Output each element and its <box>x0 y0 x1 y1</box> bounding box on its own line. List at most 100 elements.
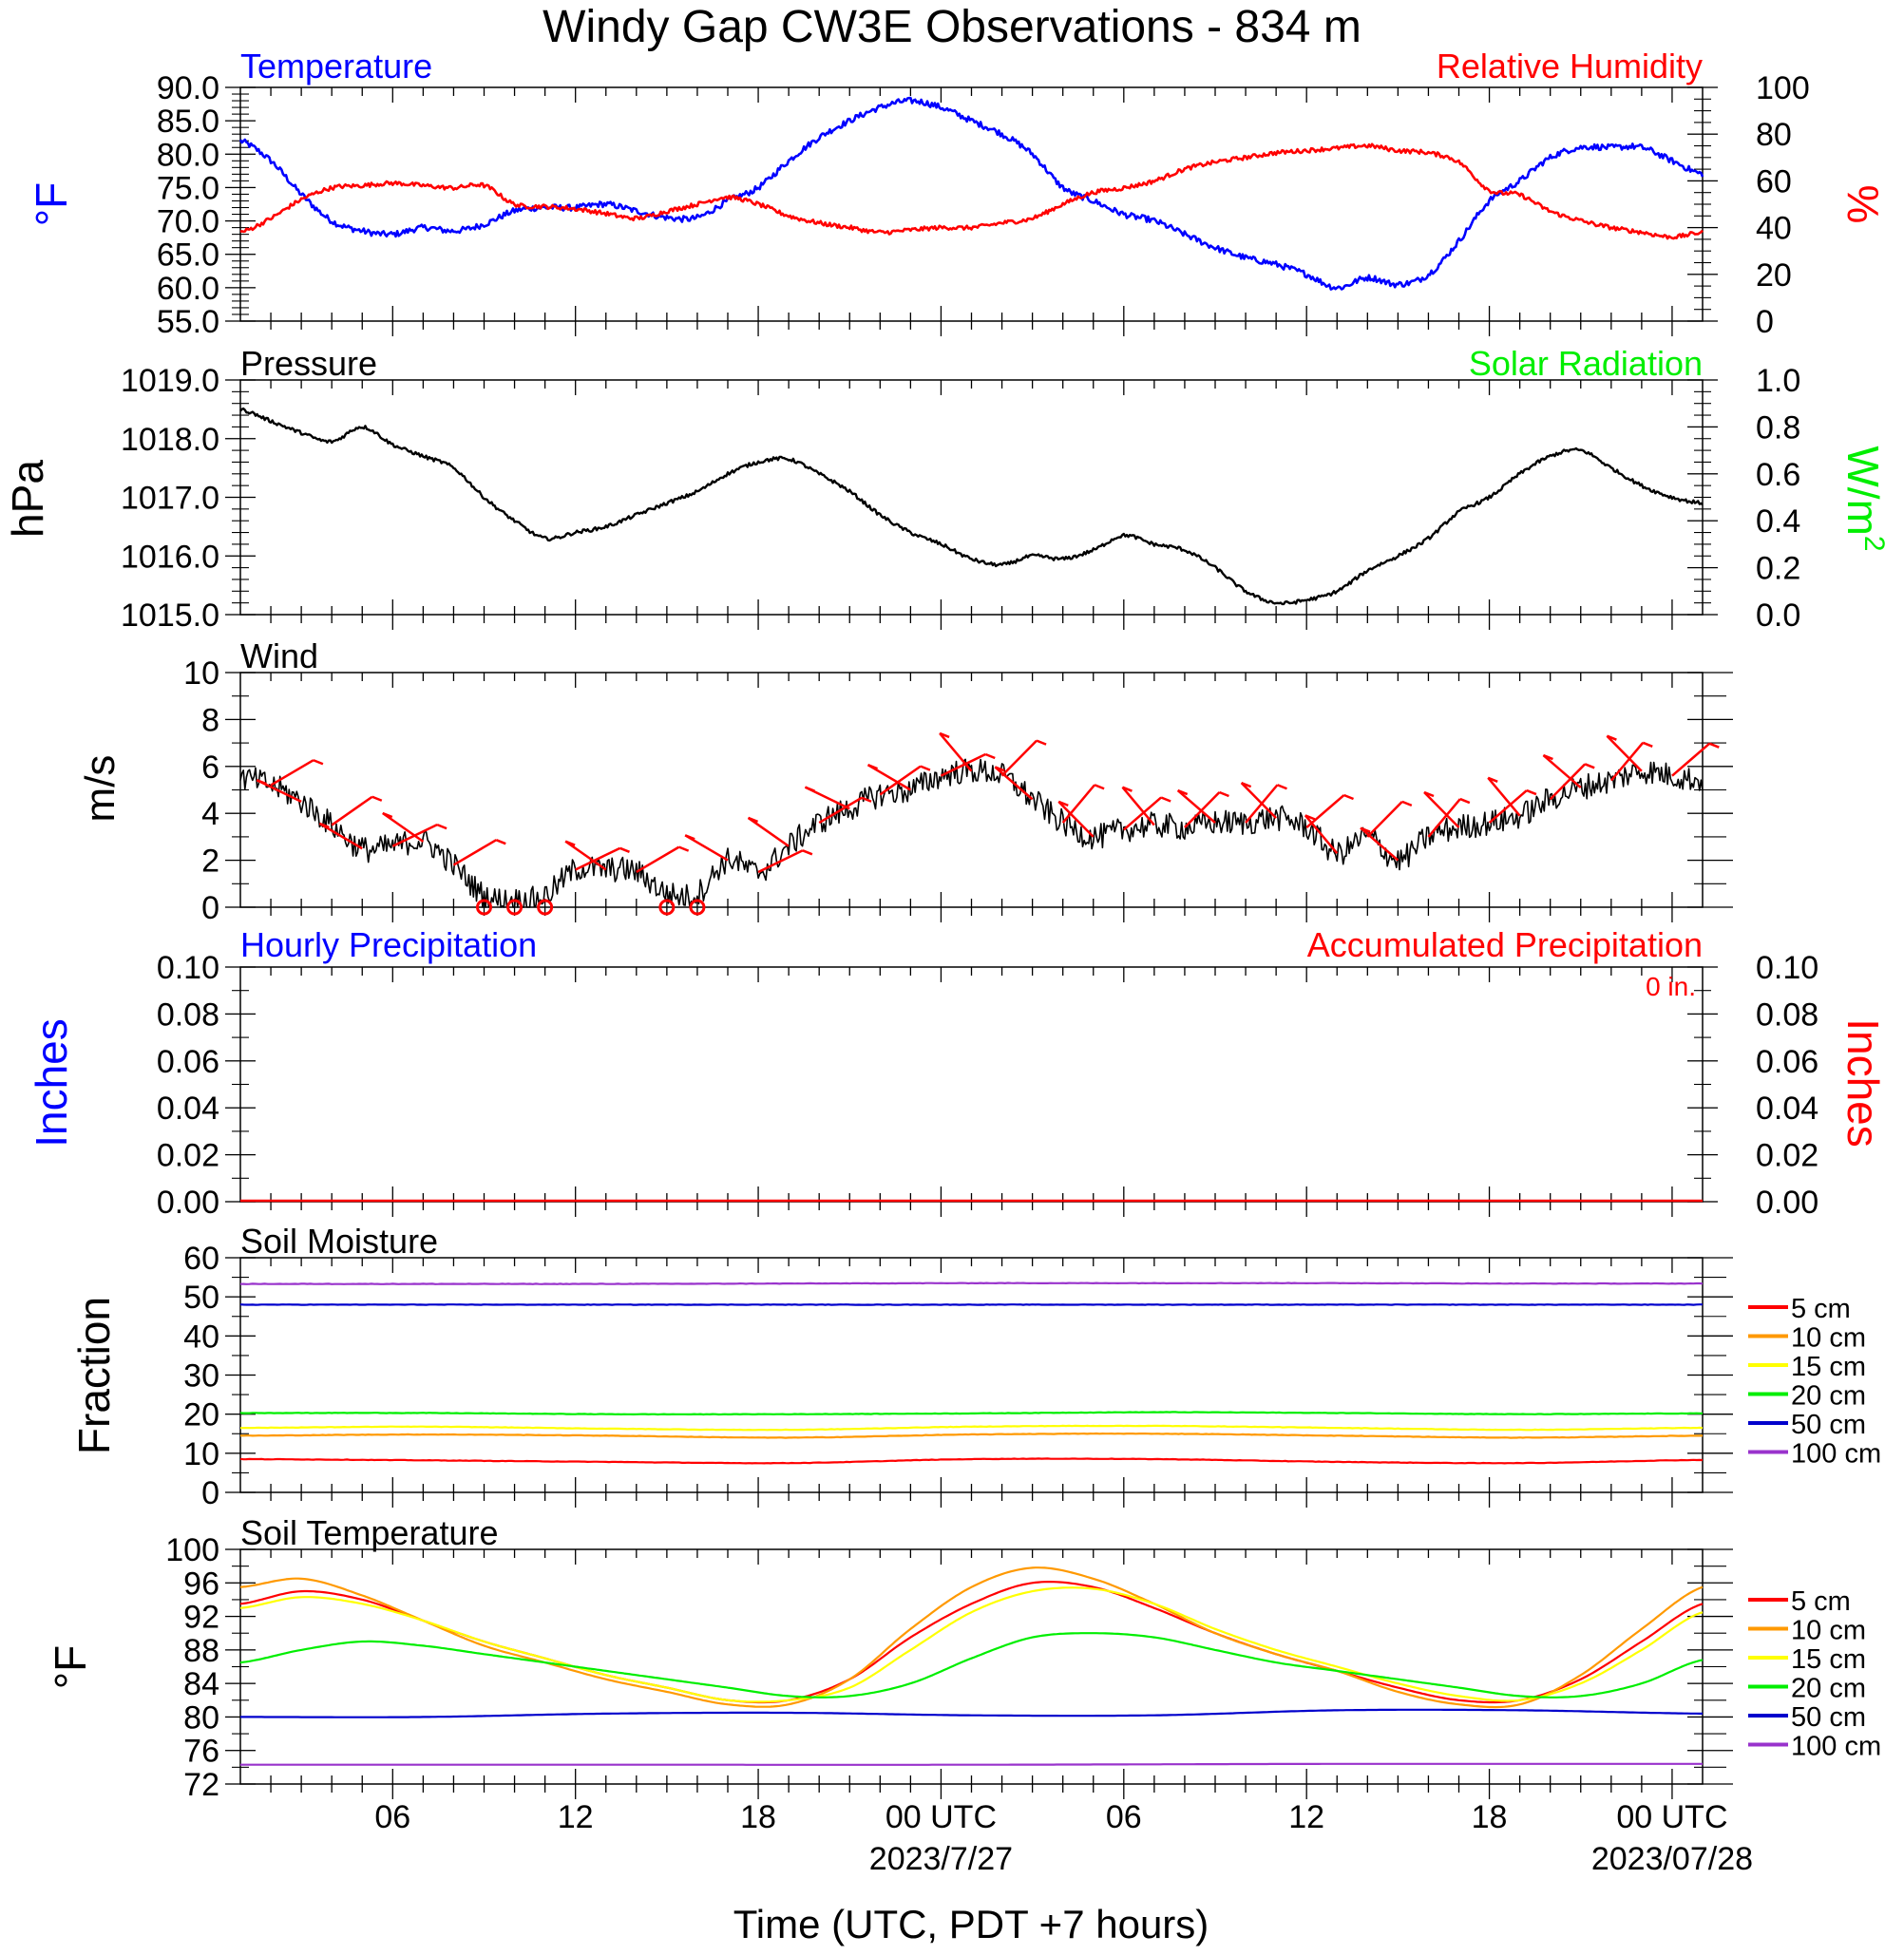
rh-axis-ytick-label: 40 <box>1756 211 1792 247</box>
wind-barb-flag <box>495 839 506 845</box>
wind-line <box>239 758 1704 908</box>
wind-barb-flag <box>1304 814 1316 821</box>
wind-barb-flag <box>313 759 324 766</box>
legend-label: 50 cm <box>1791 1410 1866 1440</box>
wind-unit: m/s <box>77 755 124 823</box>
wind-barb-flag <box>1708 742 1720 749</box>
wind-barb <box>684 834 729 862</box>
wind-barb <box>318 822 363 850</box>
wind-barb <box>757 849 804 874</box>
wind-barb <box>818 796 863 825</box>
temp-axis-ytick-label: 75.0 <box>157 170 219 206</box>
pressure-title: Pressure <box>240 344 377 383</box>
wind-barb-flag <box>1487 776 1498 783</box>
precip-axis-ytick-label: 0.02 <box>157 1138 219 1174</box>
accum-axis-ytick-label: 0.04 <box>1756 1091 1818 1127</box>
wind-barb-flag <box>678 845 690 852</box>
wind-barb <box>1366 800 1403 838</box>
pressure-axis-ytick-label: 1019.0 <box>121 363 219 399</box>
x-tick-label: 18 <box>1472 1799 1508 1835</box>
wind-barb-flag <box>1241 781 1252 788</box>
wind-barb <box>452 839 497 866</box>
wind-barb-flag <box>1121 786 1133 792</box>
wind-barb-flag <box>1584 763 1595 769</box>
precip-axis-ytick-label: 0.00 <box>157 1185 219 1221</box>
legend-label: 5 cm <box>1791 1294 1851 1324</box>
rh-axis-ytick-label: 100 <box>1756 70 1810 106</box>
wind-calm-marker <box>537 899 554 916</box>
pressure-axis-ytick-label: 1017.0 <box>121 481 219 517</box>
solar-axis-ytick-label: 0.4 <box>1756 503 1800 540</box>
wind-barb-flag <box>619 846 630 853</box>
wind-barb-flag <box>1606 734 1617 741</box>
soil-moisture-title: Soil Moisture <box>240 1222 438 1261</box>
wind-barb-flag <box>1094 784 1105 790</box>
accum-axis-ytick-label: 0.00 <box>1756 1185 1818 1221</box>
pressure-line <box>239 407 1704 606</box>
wind-barb-flag <box>984 752 996 760</box>
x-tick-label: 00 UTC <box>1616 1799 1727 1835</box>
precip-panel-frame <box>239 966 1704 1203</box>
wind-barb-flag <box>1160 796 1171 803</box>
wind-barb-flag <box>371 795 383 802</box>
wind-barb <box>575 846 621 871</box>
pressure-axis-ytick-label: 1016.0 <box>121 539 219 575</box>
wind-barb <box>1240 782 1278 820</box>
soiltemp-axis-ytick-label: 100 <box>165 1532 219 1568</box>
x-tick-label: 12 <box>1288 1799 1324 1835</box>
wind-barb <box>1057 800 1095 838</box>
soil-moisture-line <box>240 1424 1704 1432</box>
wind-barb <box>879 765 922 796</box>
wind-axis-ytick-label: 8 <box>201 702 219 738</box>
x-tick-label: 00 UTC <box>885 1799 997 1835</box>
solar-axis-ytick-label: 1.0 <box>1756 363 1800 399</box>
wind-barb-flag <box>1177 788 1189 796</box>
wind-axis-ytick-label: 0 <box>201 890 219 926</box>
wind-barb-flag <box>1360 826 1371 833</box>
wind-barb-flag <box>939 731 950 739</box>
temp-unit: °F <box>27 182 76 227</box>
soil-temp-line <box>240 1762 1703 1766</box>
precip-axis-ytick-label: 0.08 <box>157 996 219 1033</box>
legend-label: 15 cm <box>1791 1352 1866 1382</box>
wind-barb-flag <box>436 823 447 830</box>
wind-axis-ytick-label: 2 <box>201 844 219 880</box>
wind-barb-flag <box>1057 800 1069 807</box>
solar-axis-ytick-label: 0.0 <box>1756 598 1800 634</box>
moisture-unit: Fraction <box>69 1297 119 1454</box>
rh-axis-ytick-label: 20 <box>1756 257 1792 294</box>
legend-label: 10 cm <box>1791 1323 1866 1354</box>
wind-barb <box>747 816 790 847</box>
soiltemp-axis-ytick-label: 92 <box>183 1600 219 1636</box>
soil-moisture-line <box>239 1281 1704 1285</box>
moisture-axis-ytick-label: 40 <box>183 1319 219 1355</box>
wind-barb-flag <box>1401 800 1413 807</box>
wind-barb-flag <box>748 816 758 824</box>
wind-barb-flag <box>802 849 813 856</box>
wind-barb-flag <box>256 779 267 786</box>
rh-axis-ytick-label: 0 <box>1756 304 1774 340</box>
legend-label: 100 cm <box>1791 1732 1881 1762</box>
temp-axis-ytick-label: 70.0 <box>157 204 219 240</box>
moisture-axis-ytick-label: 10 <box>183 1436 219 1472</box>
soiltemp-axis-ytick-label: 96 <box>183 1566 219 1602</box>
wind-barb-flag <box>564 840 576 846</box>
wind-barb <box>1121 786 1155 826</box>
soil-temp-line <box>239 1580 1704 1704</box>
chart-title: Windy Gap CW3E Observations - 834 m <box>543 2 1361 52</box>
x-date-label: 2023/07/28 <box>1591 1841 1753 1877</box>
wind-barb <box>331 795 373 826</box>
x-axis-title: Time (UTC, PDT +7 hours) <box>733 1902 1209 1946</box>
accum-axis-ytick-label: 0.02 <box>1756 1138 1818 1174</box>
moisture-axis-ytick-label: 60 <box>183 1241 219 1277</box>
wind-barb <box>939 732 973 772</box>
pressure-axis-ytick-label: 1018.0 <box>121 422 219 458</box>
wind-axis-ytick-label: 6 <box>201 750 219 786</box>
wind-barb-flag <box>382 811 393 819</box>
pressure-axis-ytick-label: 1015.0 <box>121 598 219 634</box>
wind-barb-flag <box>1277 784 1287 790</box>
x-date-label: 2023/7/27 <box>869 1841 1013 1877</box>
wind-barb-flag <box>920 765 931 771</box>
solar-unit: W/m2 <box>1838 446 1890 551</box>
